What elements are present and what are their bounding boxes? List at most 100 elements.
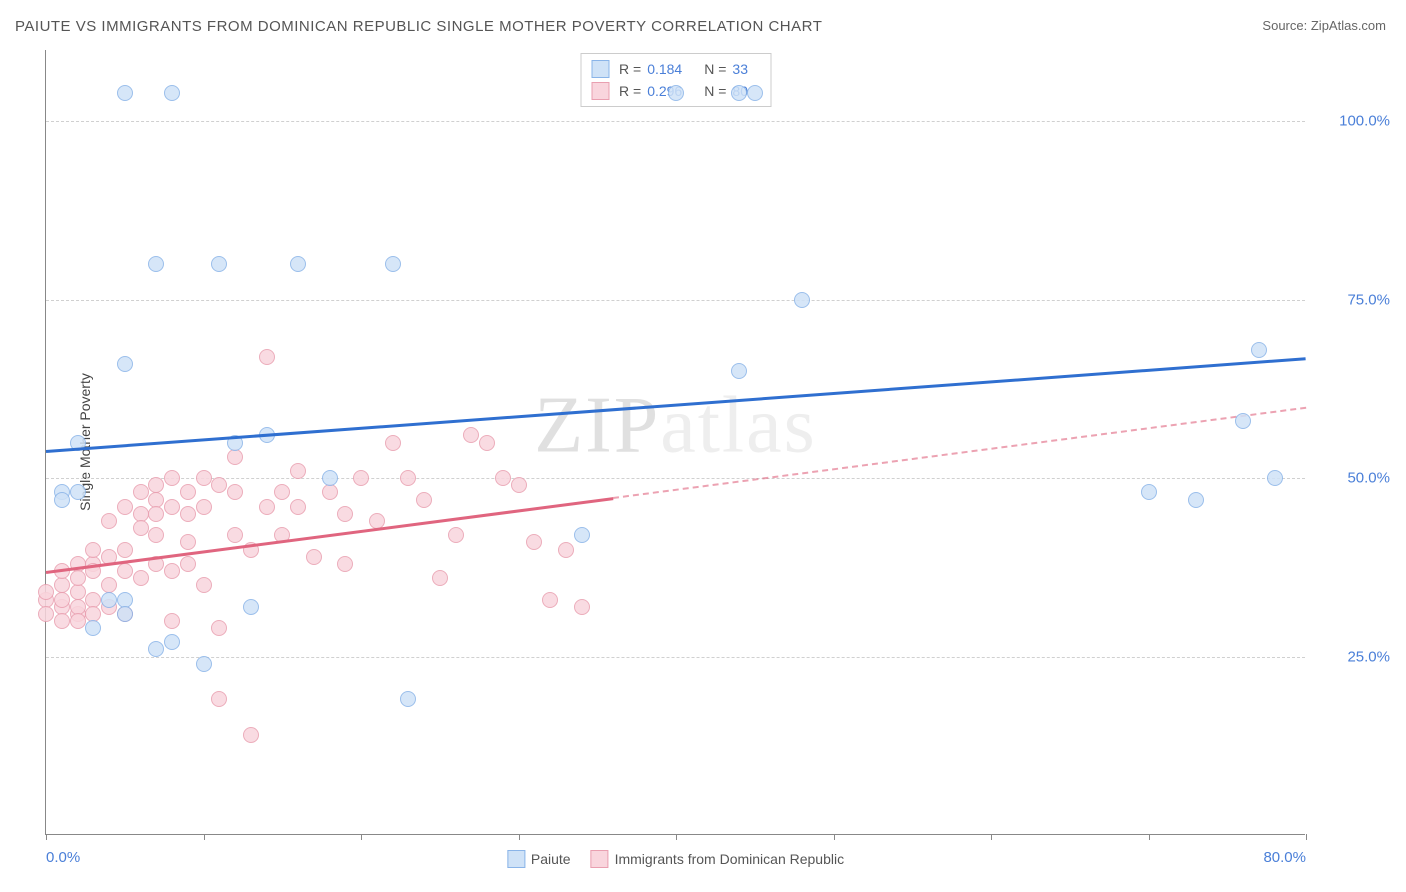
legend-series-item: Paiute bbox=[507, 850, 571, 868]
legend-series-label: Immigrants from Dominican Republic bbox=[615, 851, 845, 867]
scatter-point bbox=[164, 634, 180, 650]
scatter-point bbox=[574, 527, 590, 543]
scatter-point bbox=[353, 470, 369, 486]
legend-r-label: R = bbox=[619, 83, 641, 99]
scatter-point bbox=[70, 613, 86, 629]
scatter-point bbox=[211, 477, 227, 493]
scatter-point bbox=[511, 477, 527, 493]
scatter-point bbox=[1235, 413, 1251, 429]
scatter-point bbox=[164, 499, 180, 515]
scatter-point bbox=[400, 470, 416, 486]
legend-n-value: 33 bbox=[732, 61, 748, 77]
scatter-point bbox=[164, 563, 180, 579]
gridline-horizontal bbox=[46, 478, 1305, 479]
legend-stat-row: R =0.184N =33 bbox=[591, 58, 760, 80]
legend-n-label: N = bbox=[704, 83, 726, 99]
scatter-point bbox=[574, 599, 590, 615]
scatter-point bbox=[85, 542, 101, 558]
chart-title: PAIUTE VS IMMIGRANTS FROM DOMINICAN REPU… bbox=[15, 18, 822, 35]
scatter-point bbox=[54, 613, 70, 629]
legend-n-label: N = bbox=[704, 61, 726, 77]
scatter-point bbox=[385, 435, 401, 451]
source-link[interactable]: ZipAtlas.com bbox=[1311, 18, 1386, 33]
legend-swatch bbox=[507, 850, 525, 868]
scatter-point bbox=[70, 484, 86, 500]
scatter-point bbox=[274, 484, 290, 500]
scatter-point bbox=[243, 727, 259, 743]
scatter-point bbox=[211, 691, 227, 707]
scatter-point bbox=[400, 691, 416, 707]
x-tick bbox=[991, 834, 992, 840]
y-tick-label: 50.0% bbox=[1315, 470, 1390, 487]
scatter-point bbox=[38, 584, 54, 600]
trend-line-extrapolated bbox=[613, 407, 1306, 499]
source-credit: Source: ZipAtlas.com bbox=[1262, 18, 1386, 33]
scatter-point bbox=[180, 484, 196, 500]
legend-series-label: Paiute bbox=[531, 851, 571, 867]
scatter-point bbox=[54, 592, 70, 608]
x-tick bbox=[46, 834, 47, 840]
scatter-point bbox=[180, 556, 196, 572]
scatter-point bbox=[180, 534, 196, 550]
scatter-point bbox=[463, 427, 479, 443]
scatter-point bbox=[38, 606, 54, 622]
scatter-point bbox=[448, 527, 464, 543]
scatter-point bbox=[196, 656, 212, 672]
scatter-point bbox=[337, 506, 353, 522]
x-tick bbox=[1149, 834, 1150, 840]
x-tick bbox=[204, 834, 205, 840]
scatter-point bbox=[794, 292, 810, 308]
source-label: Source: bbox=[1262, 18, 1307, 33]
watermark-text: ZIPatlas bbox=[534, 381, 817, 472]
scatter-point bbox=[164, 85, 180, 101]
scatter-point bbox=[117, 499, 133, 515]
scatter-point bbox=[164, 613, 180, 629]
scatter-point bbox=[495, 470, 511, 486]
scatter-point bbox=[148, 527, 164, 543]
chart-plot-area: ZIPatlas Single Mother Poverty R =0.184N… bbox=[45, 50, 1305, 835]
scatter-point bbox=[180, 506, 196, 522]
scatter-point bbox=[259, 349, 275, 365]
scatter-point bbox=[558, 542, 574, 558]
scatter-point bbox=[211, 256, 227, 272]
scatter-point bbox=[432, 570, 448, 586]
scatter-point bbox=[243, 599, 259, 615]
scatter-point bbox=[101, 513, 117, 529]
scatter-point bbox=[196, 577, 212, 593]
scatter-point bbox=[290, 256, 306, 272]
scatter-point bbox=[668, 85, 684, 101]
scatter-point bbox=[416, 492, 432, 508]
scatter-point bbox=[133, 570, 149, 586]
scatter-point bbox=[1267, 470, 1283, 486]
scatter-point bbox=[117, 542, 133, 558]
legend-series-box: Paiute Immigrants from Dominican Republic bbox=[507, 850, 844, 868]
x-tick bbox=[834, 834, 835, 840]
scatter-point bbox=[133, 484, 149, 500]
x-tick bbox=[676, 834, 677, 840]
scatter-point bbox=[322, 470, 338, 486]
y-tick-label: 75.0% bbox=[1315, 291, 1390, 308]
scatter-point bbox=[227, 527, 243, 543]
scatter-point bbox=[1141, 484, 1157, 500]
scatter-point bbox=[117, 356, 133, 372]
scatter-point bbox=[164, 470, 180, 486]
gridline-horizontal bbox=[46, 657, 1305, 658]
legend-r-value: 0.184 bbox=[647, 61, 682, 77]
scatter-point bbox=[322, 484, 338, 500]
scatter-point bbox=[148, 506, 164, 522]
scatter-point bbox=[1188, 492, 1204, 508]
scatter-point bbox=[85, 620, 101, 636]
scatter-point bbox=[54, 492, 70, 508]
scatter-point bbox=[290, 463, 306, 479]
scatter-point bbox=[526, 534, 542, 550]
scatter-point bbox=[117, 563, 133, 579]
legend-swatch bbox=[591, 82, 609, 100]
gridline-horizontal bbox=[46, 121, 1305, 122]
scatter-point bbox=[211, 620, 227, 636]
x-tick-label: 0.0% bbox=[46, 849, 80, 866]
x-tick bbox=[1306, 834, 1307, 840]
scatter-point bbox=[731, 85, 747, 101]
scatter-point bbox=[196, 470, 212, 486]
gridline-horizontal bbox=[46, 300, 1305, 301]
trend-line bbox=[46, 357, 1306, 453]
